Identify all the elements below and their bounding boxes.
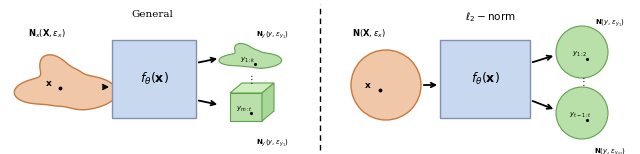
Text: $\mathbf{N}_y(y, \epsilon_{y_1})$: $\mathbf{N}_y(y, \epsilon_{y_1})$: [255, 30, 289, 41]
Circle shape: [556, 26, 608, 78]
Text: $\mathbf{N}_y(y, \epsilon_{y_1})$: $\mathbf{N}_y(y, \epsilon_{y_1})$: [255, 138, 289, 149]
Bar: [440, 40, 530, 118]
Text: $y_{m:t}$: $y_{m:t}$: [236, 104, 252, 114]
Polygon shape: [230, 83, 274, 93]
Bar: [112, 40, 196, 118]
Text: $\vdots$: $\vdots$: [246, 73, 253, 87]
Polygon shape: [219, 43, 282, 68]
Text: $y_{1:k}$: $y_{1:k}$: [240, 55, 256, 65]
Text: $\ell_2 - \mathrm{norm}$: $\ell_2 - \mathrm{norm}$: [465, 10, 515, 24]
Text: $\mathbf{N}(y, \epsilon_{y_1})$: $\mathbf{N}(y, \epsilon_{y_1})$: [595, 18, 625, 29]
Text: $\mathbf{N}(y, \epsilon_{y_{t/2}})$: $\mathbf{N}(y, \epsilon_{y_{t/2}})$: [594, 146, 626, 154]
Text: $f_{\theta}(\mathbf{x})$: $f_{\theta}(\mathbf{x})$: [140, 71, 168, 87]
Text: $f_{\theta}(\mathbf{x})$: $f_{\theta}(\mathbf{x})$: [470, 71, 499, 87]
Text: $y_{1:2}$: $y_{1:2}$: [572, 49, 588, 59]
Text: $\mathbf{x}$: $\mathbf{x}$: [45, 79, 53, 87]
Text: $\vdots$: $\vdots$: [579, 75, 586, 89]
Polygon shape: [14, 55, 116, 110]
Circle shape: [556, 87, 608, 139]
Circle shape: [351, 50, 421, 120]
Bar: [230, 93, 262, 121]
Text: $\mathbf{N}(\mathbf{X}, \epsilon_x)$: $\mathbf{N}(\mathbf{X}, \epsilon_x)$: [352, 28, 386, 41]
Text: $\mathbf{N}_x(\mathbf{X}, \epsilon_x)$: $\mathbf{N}_x(\mathbf{X}, \epsilon_x)$: [28, 28, 66, 41]
Text: $y_{t-1:t}$: $y_{t-1:t}$: [568, 110, 591, 120]
Text: $\mathbf{x}$: $\mathbf{x}$: [364, 81, 372, 89]
Polygon shape: [262, 83, 274, 121]
Text: General: General: [131, 10, 173, 19]
